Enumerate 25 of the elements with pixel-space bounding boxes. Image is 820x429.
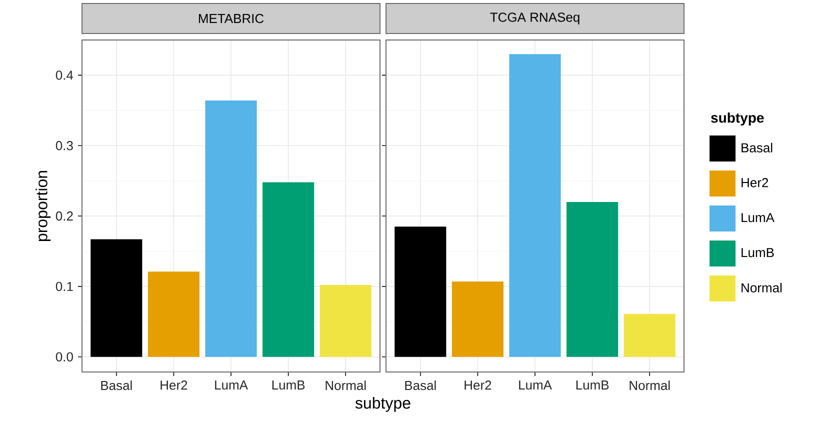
x-tick-label: LumB: [272, 380, 305, 390]
x-tick-label: Normal: [326, 380, 366, 390]
x-tick-label: Her2: [464, 380, 492, 390]
legend-label: Her2: [742, 178, 768, 188]
legend-label: Basal: [742, 142, 772, 152]
x-tick-label: Basal: [405, 380, 436, 390]
legend-title: subtype: [711, 112, 764, 126]
x-tick-label: Normal: [630, 380, 670, 390]
y-tick-label: 0.0: [56, 352, 73, 362]
x-tick-label: LumA: [215, 380, 248, 390]
x-tick-label: LumB: [576, 380, 609, 390]
y-axis-title: proportion: [36, 171, 51, 241]
x-tick-label: Her2: [160, 380, 188, 390]
y-tick-label: 0.3: [56, 141, 73, 150]
legend-label: LumB: [742, 248, 774, 258]
x-tick-label: LumA: [519, 380, 552, 390]
legend-label: LumA: [742, 213, 774, 222]
chart-title: TCGA RNASeq: [490, 12, 580, 24]
legend-label: Normal: [742, 282, 782, 292]
x-axis-title: subtype: [355, 396, 410, 412]
x-tick-label: Basal: [101, 380, 132, 390]
y-tick-label: 0.1: [56, 282, 73, 292]
y-tick-label: 0.2: [56, 211, 73, 221]
chart-title: METABRIC: [198, 14, 264, 24]
y-tick-label: 0.4: [56, 70, 74, 80]
